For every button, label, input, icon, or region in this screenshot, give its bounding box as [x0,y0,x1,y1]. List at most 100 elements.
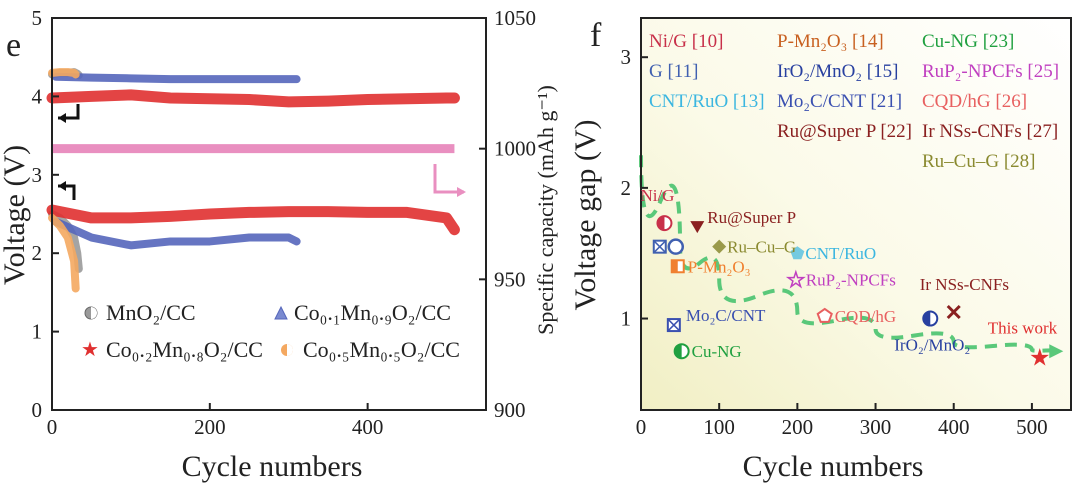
panel-e-axes: 0 200 400 0 1 2 3 4 5 900 950 1000 1050 [32,6,537,439]
panel-e-frame [51,17,487,411]
y2-tick-label: 900 [494,398,526,422]
co0-2mn0-8o2-cc-charge-line [46,89,460,108]
reference-entry: IrO₂/MnO₂ [15] [777,61,898,82]
x-tick-label: 400 [352,415,384,439]
point-g-circle [667,238,685,255]
y-tick-label: 5 [32,6,43,30]
point-label-ni-g: Ni/G [640,186,674,205]
reference-entry: Ru–Cu–G [28] [922,151,1035,172]
x-tick-label: 100 [703,415,735,439]
reference-entry: G [11] [649,61,698,82]
y-tick-label: 2 [621,176,632,200]
reference-entry: Ni/G [10] [649,31,723,52]
panel-e-series [46,68,460,293]
reference-entry: RuP₂-NPCFs [25] [922,61,1059,82]
legend-co01: Co₀.₁Mn₀.₉O₂/CC [294,300,451,325]
x-tick-label: 300 [860,415,892,439]
x-tick-label: 400 [938,415,970,439]
panel-e-y2label: Specific capacity (mAh g⁻¹) [533,85,558,335]
x-tick-label: 0 [47,415,58,439]
point-label-ru-cu-g: Ru–Cu–G [727,238,796,257]
co0-2mn0-8o2-cc-discharge-line [46,204,460,236]
panel-e-legend: MnO₂/CC Co₀.₁Mn₀.₉O₂/CC ★ Co₀.₂Mn₀.₈O₂/C… [81,300,460,362]
panel-f-label: f [590,17,602,54]
legend-marker-half [91,307,97,319]
reference-entry: P-Mn₂O₃ [14] [777,31,884,52]
x-tick-label: 200 [194,415,226,439]
panel-f-xlabel: Cycle numbers [743,450,924,483]
reference-legend: Ni/G [10] P-Mn₂O₃ [14] Cu-NG [23] G [11] IrO… [649,31,1059,172]
y2-tick-label: 1050 [494,6,536,30]
point-label-mo2c-cnt: Mo₂C/CNT [686,306,766,325]
trend-arrow-icon [1049,344,1064,359]
panel-e-xlabel: Cycle numbers [182,450,363,483]
arrow-head-icon [457,187,466,197]
point-rup2-npcfs: ★ [787,269,805,291]
point-ir-nss-cnfs [946,304,961,320]
arrow-head-icon [58,181,66,191]
point-p-mn2o3-fill [671,260,678,273]
panel-e-ylabel: Voltage (V) [0,145,31,285]
y2-tick-label: 950 [494,267,526,291]
reference-entry: CNT/RuO [13] [649,91,765,112]
y-tick-label: 2 [32,241,43,265]
x-tick-label: 500 [1016,415,1048,439]
panel-e: e 0 200 400 0 1 2 3 4 5 900 950 1000 1050 Cycle numb… [0,6,558,483]
left-axis-arrow-top [58,104,80,120]
legend-mno2: MnO₂/CC [106,300,196,325]
x-tick-label: 0 [636,415,647,439]
panel-f-background [641,18,1071,410]
legend-marker-co01 [274,305,288,320]
trend-arrow [639,155,1064,359]
reference-entry: CQD/hG [26] [922,91,1027,112]
co0-5mn0-5o2-cc-charge-line [48,68,80,79]
point-ru-super-p [690,221,705,234]
reference-entry: Cu-NG [23] [922,31,1014,52]
panel-f-axes: 0 100 200 300 400 500 1 2 3 [621,17,1072,439]
panel-f-ylabel: Voltage gap (V) [569,119,602,310]
trend-curve [639,155,1062,353]
y-tick-label: 0 [32,398,43,422]
point-ni-g-half [657,216,665,231]
reference-entry: Mo₂C/CNT [21] [777,91,902,112]
panel-f-points: Ni/G CNT/RuO P-Mn₂O₃ IrO₂/MnO₂ Mo₂C/CNT Ru@Su… [640,186,1057,372]
point-g-cross [653,240,667,254]
point-cnt-ruo [790,246,805,260]
point-label-cqd-hg: CQD/hG [835,307,896,326]
panel-e-label: e [6,27,21,64]
point-iro2-mno2-half [923,311,931,326]
co0-1mn0-9o2-cc-charge-line [51,72,301,84]
arrow-head-icon [58,113,66,123]
co0-5mn0-5o2-cc-discharge-line [48,213,80,293]
point-label-iro2-mno2: IrO₂/MnO₂ [894,336,970,355]
reference-entry: Ir NSs-CNFs [27] [922,121,1058,142]
point-mo2c-cnt-cross [667,318,681,332]
panel-f: f 0 100 200 300 400 500 1 2 3 Ni/G CNT/RuO P-Mn₂O₃… [569,17,1072,483]
point-label-ru-super-p: Ru@Super P [707,208,796,227]
y-tick-label: 4 [32,84,43,108]
point-label-cu-ng: Cu-NG [692,342,742,361]
y-tick-label: 3 [32,163,43,187]
legend-marker-half [287,344,293,356]
point-this-work: ★ [1029,346,1051,372]
point-cu-ng-half [674,344,682,359]
point-cqd-hg [816,307,833,323]
y2-tick-label: 1000 [494,137,536,161]
legend-co05: Co₀.₅Mn₀.₅O₂/CC [303,337,460,362]
right-axis-arrow [433,164,464,194]
point-label-p-mn2o3: P-Mn₂O₃ [688,257,751,276]
legend-co02: Co₀.₂Mn₀.₈O₂/CC [106,337,263,362]
x-tick-label: 200 [782,415,814,439]
reference-entry: Ru@Super P [22] [777,121,912,142]
y-tick-label: 1 [32,320,43,344]
point-label-this-work: This work [988,319,1058,338]
co0-1mn0-9o2-cc-discharge-line [51,217,301,250]
point-label-cnt-ruo: CNT/RuO [805,244,876,263]
panel-f-frame [640,17,1072,411]
y-tick-label: 3 [621,45,632,69]
legend-marker-co02: ★ [81,339,99,361]
point-label-rup2-npcfs: RuP₂-NPCFs [806,270,896,289]
point-ru-cu-g [712,239,727,254]
y-tick-label: 1 [621,307,632,331]
